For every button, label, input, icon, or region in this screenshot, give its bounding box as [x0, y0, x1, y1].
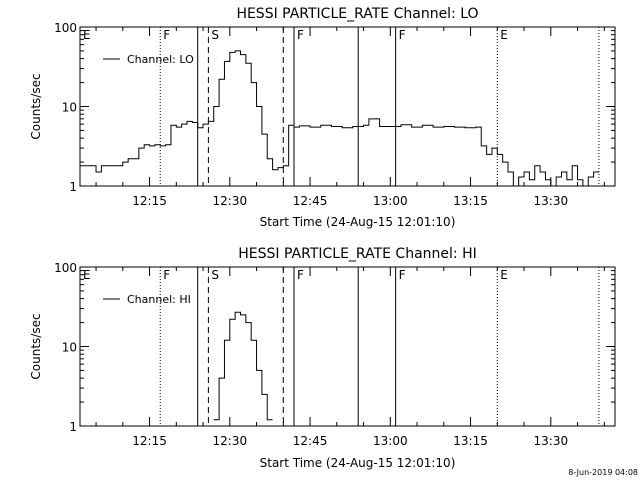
event-label: F — [399, 268, 406, 282]
y-tick-label: 1 — [69, 420, 77, 434]
x-tick-label: 13:00 — [373, 194, 408, 208]
x-tick-label: 13:15 — [453, 194, 488, 208]
x-tick-label: 13:30 — [534, 434, 569, 448]
event-label: S — [211, 28, 219, 42]
event-label: E — [500, 268, 508, 282]
series-line-1 — [213, 311, 273, 421]
legend-label: Channel: LO — [127, 53, 194, 66]
y-tick-label: 10 — [62, 341, 77, 355]
x-axis-label: Start Time (24-Aug-15 12:01:10) — [260, 215, 456, 229]
event-label: S — [211, 268, 219, 282]
event-label: F — [297, 268, 304, 282]
y-tick-label: 100 — [54, 261, 77, 275]
x-tick-label: 12:15 — [132, 434, 167, 448]
y-tick-label: 1 — [69, 180, 77, 194]
event-label: E — [83, 268, 91, 282]
date-stamp: 8-Jun-2019 04:08 — [568, 468, 638, 477]
series-line-1 — [80, 50, 599, 187]
event-label: E — [83, 28, 91, 42]
legend-label: Channel: HI — [127, 293, 191, 306]
event-label: F — [163, 268, 170, 282]
chart-panel-1: HESSI PARTICLE_RATE Channel: LO 1 10 100 12:… — [29, 6, 616, 229]
x-tick-label: 12:45 — [293, 434, 328, 448]
x-tick-label: 12:30 — [213, 434, 248, 448]
chart-title: HESSI PARTICLE_RATE Channel: LO — [236, 6, 478, 22]
event-label: F — [399, 28, 406, 42]
event-label: F — [163, 28, 170, 42]
x-tick-label: 13:00 — [373, 434, 408, 448]
y-axis-label: Counts/sec — [29, 313, 43, 379]
x-axis-label: Start Time (24-Aug-15 12:01:10) — [260, 456, 456, 470]
chart-panel-2: HESSI PARTICLE_RATE Channel: HI 1 10 100 12:… — [29, 246, 616, 470]
x-tick-label: 12:45 — [293, 194, 328, 208]
x-tick-label: 13:15 — [453, 434, 488, 448]
y-axis-label: Counts/sec — [29, 73, 43, 139]
x-tick-label: 12:30 — [213, 194, 248, 208]
event-label: F — [297, 28, 304, 42]
x-tick-label: 12:15 — [132, 194, 167, 208]
y-tick-label: 100 — [54, 21, 77, 35]
chart-title: HESSI PARTICLE_RATE Channel: HI — [238, 246, 476, 262]
panels: HESSI PARTICLE_RATE Channel: LO 1 10 100 12:… — [29, 6, 616, 470]
x-tick-label: 13:30 — [534, 194, 569, 208]
event-label: E — [500, 28, 508, 42]
y-tick-label: 10 — [62, 101, 77, 115]
